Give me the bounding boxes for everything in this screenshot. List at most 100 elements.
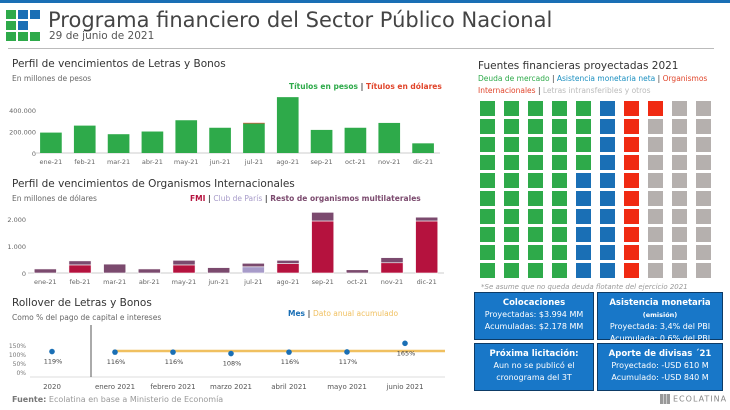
waffle-cell-letras-intransferibles-y-otros (648, 209, 663, 224)
x-tick-label: mar-21 (103, 278, 126, 286)
y-tick-label: 0% (16, 370, 26, 377)
waffle-cell-deuda-de-mercado (504, 263, 519, 278)
waffle-cell-deuda-de-mercado (528, 173, 543, 188)
waffle-cell-asistencia-monetaria-neta (600, 155, 615, 170)
waffle-cell-letras-intransferibles-y-otros (648, 155, 663, 170)
rollover-chart: 0% 50% 100% 150% 119% 2020 116% enero 2021 116% f… (9, 325, 445, 391)
legend-anual: Dato anual acumulado (313, 309, 399, 318)
fuentes-legend-line2: Internacionales | Letras intransferibles… (478, 86, 651, 95)
waffle-cell-deuda-de-mercado (480, 209, 495, 224)
waffle-cell-organismos-internacionales (624, 191, 639, 206)
rollover-value-label: 165% (397, 349, 416, 357)
y-tick-label: 100% (9, 352, 26, 359)
organismos-legend: FMI | Club de París | Resto de organismo… (190, 194, 421, 203)
x-tick-label: oct-21 (347, 278, 368, 286)
bar-t-tulos-en-pesos (378, 122, 401, 153)
x-tick-label: oct-21 (345, 158, 366, 166)
waffle-cell-letras-intransferibles-y-otros (672, 173, 687, 188)
waffle-cell-letras-intransferibles-y-otros (648, 245, 663, 260)
legend-fmi: FMI (190, 194, 206, 203)
waffle-cell-asistencia-monetaria-neta (600, 137, 615, 152)
waffle-cell-letras-intransferibles-y-otros (672, 209, 687, 224)
waffle-cell-letras-intransferibles-y-otros (696, 101, 711, 116)
waffle-cell-deuda-de-mercado (552, 119, 567, 134)
waffle-cell-deuda-de-mercado (552, 227, 567, 242)
rollover-value-label: 116% (107, 358, 126, 366)
box-line: Proyectadas: $3.994 MM (484, 310, 584, 319)
waffle-cell-letras-intransferibles-y-otros (672, 245, 687, 260)
x-tick-label: mar-21 (107, 158, 130, 166)
letras-title: Perfil de vencimientos de Letras y Bonos (12, 58, 226, 70)
waffle-cell-deuda-de-mercado (576, 155, 591, 170)
rollover-point (228, 350, 234, 357)
bar-t-tulos-en-pesos (107, 134, 130, 153)
y-tick-label: 2.000 (7, 216, 26, 224)
x-tick-label: abr-21 (139, 278, 160, 286)
bar-resto-de-organismos-multilaterales (276, 260, 300, 264)
header-divider (8, 48, 714, 49)
bar-t-tulos-en-pesos (209, 127, 231, 153)
x-tick-label: sep-21 (311, 158, 333, 166)
top-accent-bar (0, 0, 730, 3)
box-title: Colocaciones (502, 298, 566, 308)
rollover-point (49, 348, 55, 355)
waffle-cell-deuda-de-mercado (552, 137, 567, 152)
x-tick-label: ago-21 (277, 278, 300, 286)
waffle-cell-deuda-de-mercado (480, 137, 495, 152)
legend-sep: | (551, 74, 555, 83)
x-tick-label: feb-21 (69, 278, 90, 286)
waffle-cell-organismos-internacionales (648, 101, 663, 116)
rollover-legend: Mes | Dato anual acumulado (288, 309, 398, 318)
box-divisas: Aporte de divisas ´21 Proyectado: -USD 6… (597, 343, 723, 391)
waffle-cell-deuda-de-mercado (552, 191, 567, 206)
box-title: Próxima licitación: (489, 349, 579, 359)
waffle-cell-letras-intransferibles-y-otros (696, 191, 711, 206)
waffle-cell-deuda-de-mercado (528, 155, 543, 170)
x-tick-label: 2020 (43, 383, 61, 391)
brand-name: ECOLATINA (673, 394, 728, 404)
bar-fmi (68, 264, 92, 274)
letras-subtitle: En millones de pesos (12, 74, 92, 83)
waffle-cell-deuda-de-mercado (528, 137, 543, 152)
waffle-cell-letras-intransferibles-y-otros (696, 119, 711, 134)
box-line: Proyectada: 3,4% del PBI (609, 322, 711, 331)
waffle-cell-deuda-de-mercado (552, 155, 567, 170)
box-line: cronograma del 3T (496, 373, 572, 382)
bar-resto-de-organismos-multilaterales (241, 262, 265, 268)
bar-t-tulos-en-pesos (344, 127, 367, 153)
waffle-cell-letras-intransferibles-y-otros (672, 227, 687, 242)
bar-resto-de-organismos-multilaterales (103, 263, 127, 274)
bar-fmi (415, 220, 439, 274)
waffle-cell-letras-intransferibles-y-otros (672, 191, 687, 206)
waffle-cell-deuda-de-mercado (480, 245, 495, 260)
x-tick-label: feb-21 (74, 158, 95, 166)
waffle-cell-letras-intransferibles-y-otros (696, 173, 711, 188)
bar-t-tulos-en-d-lares (243, 122, 265, 124)
x-tick-label: junio 2021 (385, 383, 423, 391)
waffle-cell-letras-intransferibles-y-otros (672, 263, 687, 278)
waffle-cell-letras-intransferibles-y-otros (648, 137, 663, 152)
bar-club-de-par-s (241, 266, 265, 274)
waffle-cell-deuda-de-mercado (480, 119, 495, 134)
legend-sep: | (307, 309, 311, 318)
source-note: Fuente: Ecolatina en base a Ministerio d… (12, 395, 223, 404)
waffle-cell-asistencia-monetaria-neta (600, 119, 615, 134)
waffle-cell-letras-intransferibles-y-otros (696, 263, 711, 278)
x-tick-label: dic-21 (417, 278, 437, 286)
rollover-value-label: 117% (339, 358, 358, 366)
waffle-cell-letras-intransferibles-y-otros (696, 155, 711, 170)
waffle-cell-organismos-internacionales (624, 155, 639, 170)
fuentes-note: *Se asume que no queda deuda flotante de… (481, 283, 688, 291)
x-tick-label: jul-21 (243, 278, 262, 286)
waffle-cell-deuda-de-mercado (504, 173, 519, 188)
y-tick-label: 400.000 (9, 107, 36, 115)
organismos-subtitle: En millones de dólares (12, 194, 97, 203)
waffle-cell-organismos-internacionales (624, 245, 639, 260)
waffle-cell-deuda-de-mercado (480, 227, 495, 242)
x-tick-label: marzo 2021 (210, 383, 252, 391)
x-tick-label: abril 2021 (271, 383, 307, 391)
waffle-cell-letras-intransferibles-y-otros (696, 245, 711, 260)
waffle-cell-asistencia-monetaria-neta (576, 191, 591, 206)
waffle-cell-deuda-de-mercado (480, 155, 495, 170)
waffle-cell-letras-intransferibles-y-otros (648, 227, 663, 242)
